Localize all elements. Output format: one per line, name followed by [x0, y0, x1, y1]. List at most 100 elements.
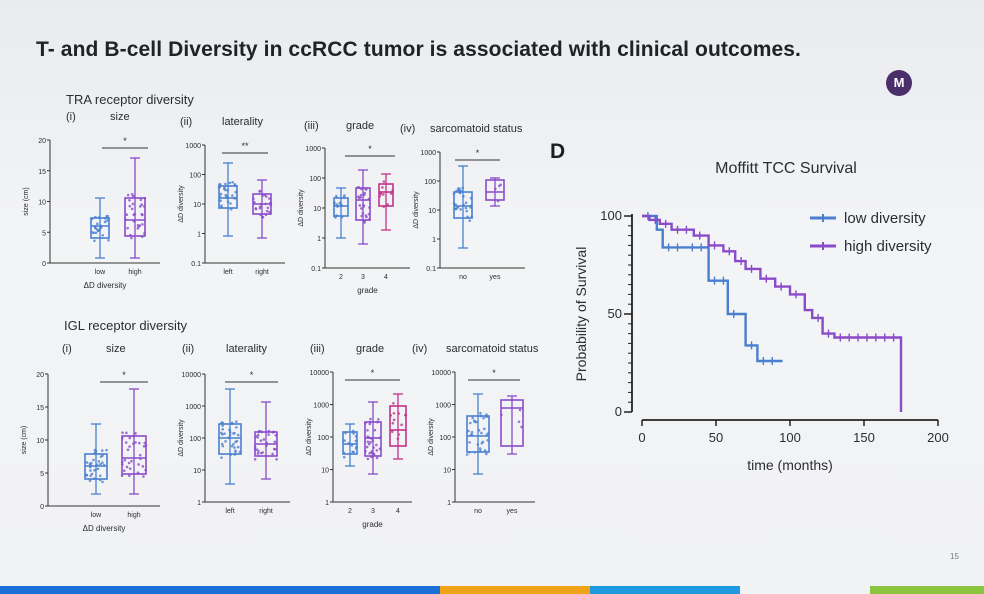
data-dot: [379, 192, 383, 196]
y-tick-label: 100: [424, 179, 436, 186]
data-dot: [363, 421, 367, 425]
data-dot: [468, 441, 471, 444]
data-dot: [120, 474, 124, 477]
box: [453, 191, 473, 219]
data-dot: [367, 197, 371, 201]
box: [485, 179, 505, 201]
data-dot: [139, 457, 142, 461]
y-tick-label: 1: [447, 500, 451, 507]
data-dot: [468, 421, 472, 425]
data-dot: [98, 478, 102, 482]
data-dot: [465, 453, 469, 456]
data-dot: [391, 189, 394, 192]
data-dot: [231, 180, 234, 184]
data-dot: [138, 453, 142, 457]
significance-marker: *: [492, 368, 496, 378]
data-dot: [520, 425, 523, 429]
data-dot: [397, 412, 400, 415]
boxplot-panel: (iv) sarcomatoid status 1 10 100 1000 10000 ΔD …: [412, 343, 539, 515]
y-tick-label: 10: [193, 468, 201, 475]
panel-label: (iv): [400, 123, 415, 135]
data-dot: [229, 453, 232, 456]
data-dot: [94, 449, 98, 453]
data-dot: [360, 214, 364, 218]
data-dot: [266, 206, 270, 210]
data-dot: [233, 184, 237, 187]
data-dot: [265, 444, 268, 448]
data-dot: [391, 421, 395, 425]
x-tick-label: 150: [853, 430, 875, 445]
data-dot: [228, 428, 231, 431]
x-tick-label: 2: [339, 274, 343, 281]
data-dot: [233, 446, 236, 449]
significance-marker: *: [368, 144, 372, 154]
x-tick-label: no: [474, 508, 482, 515]
panel-title: sarcomatoid status: [430, 123, 523, 135]
data-dot: [90, 472, 94, 476]
data-dot: [253, 448, 257, 451]
data-dot: [107, 238, 110, 242]
data-dot: [127, 461, 131, 465]
data-dot: [498, 184, 501, 188]
boxplot-panel: (iv) sarcomatoid status 0.1 1 10 100 1000 ΔD di…: [400, 123, 525, 281]
data-dot: [371, 439, 375, 443]
data-dot: [469, 204, 473, 208]
data-dot: [228, 181, 232, 185]
data-dot: [140, 203, 143, 206]
data-dot: [365, 215, 368, 219]
data-dot: [378, 194, 382, 198]
data-dot: [264, 202, 267, 206]
data-dot: [473, 451, 476, 454]
data-dot: [259, 213, 262, 217]
y-axis-label: ΔD diversity: [413, 191, 420, 229]
data-dot: [478, 447, 482, 450]
data-dot: [232, 442, 235, 446]
chart-title: Moffitt TCC Survival: [715, 160, 857, 177]
y-tick-label: 1000: [435, 403, 451, 410]
y-tick-label: 0.1: [426, 266, 436, 273]
data-dot: [361, 211, 365, 215]
data-dot: [336, 205, 339, 208]
data-dot: [485, 452, 488, 456]
data-dot: [130, 236, 133, 240]
data-dot: [382, 205, 386, 208]
box: [500, 399, 524, 447]
data-dot: [141, 213, 144, 217]
data-dot: [368, 206, 371, 209]
data-dot: [472, 419, 476, 422]
x-tick-label: 50: [709, 430, 723, 445]
panel-label: (iv): [412, 343, 427, 355]
data-dot: [122, 469, 126, 472]
data-dot: [142, 204, 146, 208]
data-dot: [483, 449, 487, 452]
data-dot: [377, 418, 380, 421]
data-dot: [271, 452, 274, 456]
box: [355, 187, 371, 221]
data-dot: [340, 215, 344, 219]
data-dot: [101, 233, 105, 237]
data-dot: [256, 436, 260, 439]
data-dot: [103, 217, 107, 220]
footer-bar-orange: [440, 586, 590, 594]
y-tick-label: 1000: [185, 404, 201, 411]
data-dot: [138, 441, 141, 445]
panel-label: (i): [62, 343, 72, 355]
data-dot: [368, 420, 372, 424]
significance-marker: *: [250, 370, 254, 380]
data-dot: [342, 455, 346, 459]
data-dot: [128, 467, 132, 470]
x-axis-label: grade: [362, 520, 383, 529]
data-dot: [97, 460, 101, 463]
data-dot: [90, 217, 94, 221]
y-tick-label: 10000: [182, 372, 202, 379]
data-dot: [369, 441, 372, 444]
data-dot: [121, 431, 124, 434]
data-dot: [469, 196, 473, 200]
x-tick-label: 3: [371, 508, 375, 515]
data-dot: [144, 468, 147, 472]
data-dot: [136, 227, 140, 230]
data-dot: [225, 196, 228, 200]
data-dot: [347, 441, 351, 445]
